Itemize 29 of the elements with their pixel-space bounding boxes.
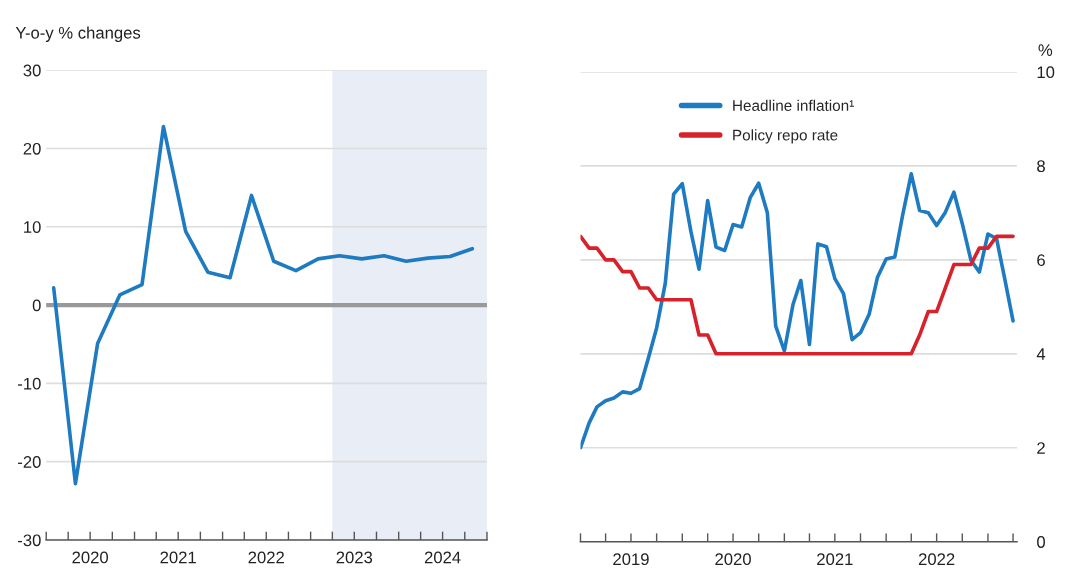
x-tick-label: 2021 bbox=[817, 553, 853, 566]
y-tick-label: 10 bbox=[24, 221, 41, 233]
y-axis-title: % bbox=[1038, 44, 1053, 56]
line-series bbox=[51, 124, 475, 486]
y-tick-label: 30 bbox=[23, 64, 41, 77]
y-tick-label: -20 bbox=[18, 456, 41, 468]
legend-label: Headline inflation¹ bbox=[733, 99, 854, 111]
x-tick-label: 2020 bbox=[715, 553, 751, 566]
x-tick-label: 2022 bbox=[918, 553, 955, 566]
legend-label: Policy repo rate bbox=[733, 129, 838, 144]
line-series bbox=[580, 172, 1015, 450]
y-axis-title: Y-o-y % changes bbox=[15, 26, 141, 42]
y-tick-label: 0 bbox=[1037, 536, 1046, 548]
y-tick-label: 2 bbox=[1037, 442, 1045, 454]
x-tick-label: 2019 bbox=[613, 553, 649, 566]
y-tick-label: 8 bbox=[1037, 160, 1045, 173]
x-tick-label: 2024 bbox=[424, 551, 461, 564]
y-tick-label: 6 bbox=[1037, 254, 1045, 267]
y-tick-label: -10 bbox=[18, 377, 41, 390]
y-tick-label: 0 bbox=[32, 299, 41, 312]
x-tick-label: 2020 bbox=[72, 551, 109, 564]
x-tick-label: 2022 bbox=[248, 551, 284, 564]
line-series bbox=[580, 234, 1015, 356]
y-tick-label: 4 bbox=[1036, 348, 1046, 360]
y-tick-label: 10 bbox=[1037, 66, 1055, 79]
y-tick-label: -30 bbox=[18, 534, 41, 547]
x-tick-label: 2023 bbox=[336, 551, 373, 564]
x-tick-label: 2021 bbox=[160, 551, 196, 564]
y-tick-label: 20 bbox=[23, 142, 41, 155]
